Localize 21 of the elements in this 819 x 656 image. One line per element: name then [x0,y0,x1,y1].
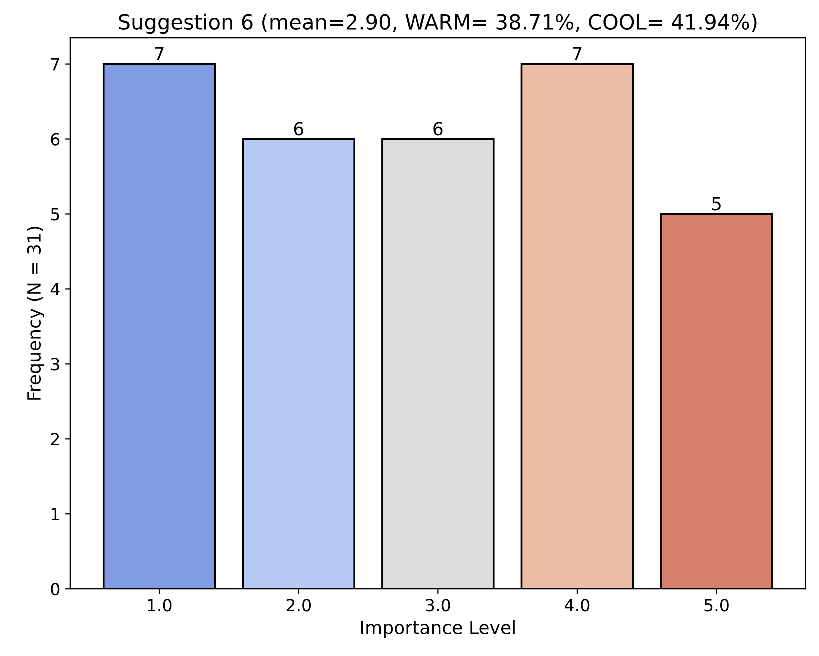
y-axis-title: Frequency (N = 31) [27,227,45,400]
data-label: 6 [434,122,443,136]
y-tick-label: 0 [51,583,60,596]
x-tick-label: 2.0 [286,599,312,612]
y-tick-label: 5 [51,208,60,221]
y-tick-label: 3 [51,358,60,371]
y-tick-label: 7 [51,58,60,71]
x-tick-label: 5.0 [704,599,729,612]
y-tick-label: 6 [51,133,60,146]
data-label: 5 [712,197,721,211]
y-tick-label: 4 [50,283,60,296]
data-label: 7 [573,47,582,61]
x-tick-label: 3.0 [426,599,450,612]
x-axis-title: Importance Level [362,620,515,638]
x-tick-label: 4.0 [565,599,590,612]
data-label: 6 [294,122,304,136]
data-label: 7 [155,47,164,61]
chart-title: Suggestion 6 (mean=2.90, WARM= 38.71%, COOL= 41.94%) [119,14,757,34]
y-tick-label: 1 [52,508,60,520]
x-tick-label: 1.0 [148,599,172,612]
y-tick-label: 2 [51,433,60,446]
